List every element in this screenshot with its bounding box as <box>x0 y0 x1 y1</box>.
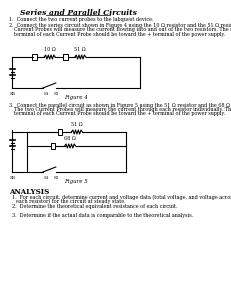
Text: 10 Ω: 10 Ω <box>44 47 55 52</box>
Text: S2: S2 <box>54 176 59 180</box>
Text: 3.  Connect the parallel circuit as shown in Figure 5 using the 51 Ω resistor an: 3. Connect the parallel circuit as shown… <box>9 103 231 108</box>
Bar <box>58 129 62 135</box>
Text: SB: SB <box>9 176 15 180</box>
Text: 1.  Connect the two current probes to the labquest device.: 1. Connect the two current probes to the… <box>9 17 153 22</box>
Bar <box>51 143 55 149</box>
Text: S2: S2 <box>54 92 59 96</box>
Text: 51 Ω: 51 Ω <box>71 122 83 127</box>
Text: The two Current Probes will measure the current through each resistor individual: The two Current Probes will measure the … <box>14 107 231 112</box>
Bar <box>63 54 68 60</box>
Text: S1: S1 <box>43 176 49 180</box>
Text: SB: SB <box>9 92 15 96</box>
Text: 51 Ω: 51 Ω <box>74 47 86 52</box>
Text: ANALYSIS: ANALYSIS <box>9 188 49 196</box>
Text: 68 Ω: 68 Ω <box>64 136 76 141</box>
Text: Figure 5: Figure 5 <box>64 179 88 184</box>
Text: Series and Parallel Circuits: Series and Parallel Circuits <box>20 9 137 17</box>
Text: Current Probes will measure the current flowing into and out of the two resistor: Current Probes will measure the current … <box>14 28 231 32</box>
Bar <box>32 54 37 60</box>
Text: terminal of each Current Probe should be toward the + terminal of the power supp: terminal of each Current Probe should be… <box>14 111 225 116</box>
Text: 1.  For each circuit, determine current and voltage data (total voltage, and vol: 1. For each circuit, determine current a… <box>12 195 231 200</box>
Text: each resistor) for the circuit at steady state.: each resistor) for the circuit at steady… <box>16 199 126 205</box>
Text: terminal of each Current Probe should be toward the + terminal of the power supp: terminal of each Current Probe should be… <box>14 32 225 37</box>
Text: Figure 4: Figure 4 <box>64 95 88 100</box>
Text: 2.  Determine the theoretical equivalent resistance of each circuit.: 2. Determine the theoretical equivalent … <box>12 204 177 209</box>
Text: S1: S1 <box>43 92 49 96</box>
Text: 3.  Determine if the actual data is comparable to the theoretical analysis.: 3. Determine if the actual data is compa… <box>12 213 193 218</box>
Text: 2.  Connect the series circuit shown in Figure 4 using the 10 Ω resistor and the: 2. Connect the series circuit shown in F… <box>9 23 231 28</box>
